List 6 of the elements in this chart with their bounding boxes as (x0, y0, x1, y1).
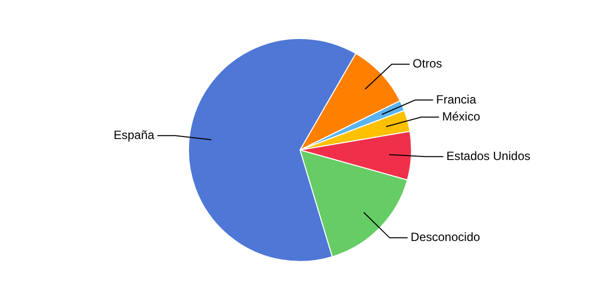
slice-label: Otros (412, 56, 442, 71)
slice-label: México (442, 109, 480, 124)
slice-label: España (114, 128, 155, 142)
slice-label: Francia (436, 92, 476, 106)
slice-label: Estados Unidos (446, 148, 530, 163)
slice-label: Desconocido (410, 230, 480, 244)
